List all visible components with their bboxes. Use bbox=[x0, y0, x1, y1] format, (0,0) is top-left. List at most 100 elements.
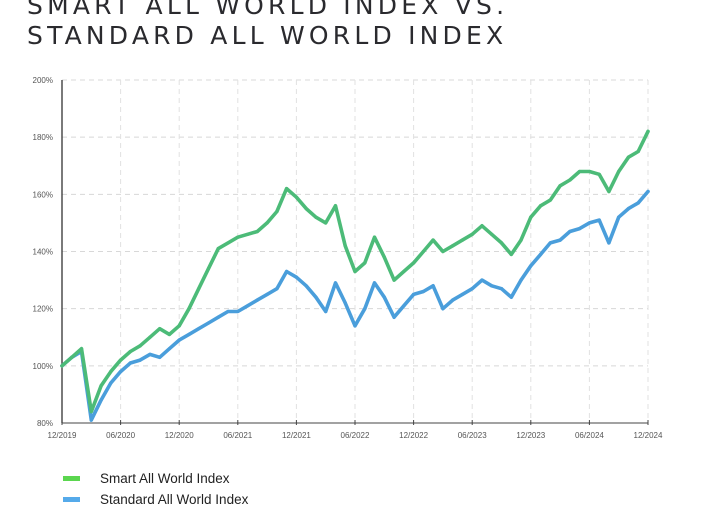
data-point bbox=[275, 209, 279, 214]
data-point bbox=[245, 232, 250, 236]
data-point bbox=[294, 275, 298, 279]
data-point bbox=[587, 169, 592, 174]
data-point bbox=[304, 284, 308, 288]
x-tick-label: 12/2022 bbox=[399, 431, 428, 440]
data-point bbox=[285, 269, 289, 274]
data-point bbox=[265, 292, 269, 296]
y-tick-label: 180% bbox=[33, 133, 53, 142]
data-point bbox=[617, 169, 621, 174]
data-point bbox=[60, 364, 64, 368]
data-point bbox=[245, 304, 250, 308]
x-tick-label: 06/2022 bbox=[341, 431, 370, 440]
data-point bbox=[343, 301, 347, 305]
data-point bbox=[529, 215, 533, 219]
chart-title: SMART ALL WORLD INDEX VS. STANDARD ALL W… bbox=[27, 0, 508, 51]
data-point bbox=[167, 347, 172, 351]
data-point bbox=[490, 284, 494, 288]
y-tick-label: 80% bbox=[37, 419, 53, 428]
data-point bbox=[470, 232, 474, 236]
data-point bbox=[480, 224, 484, 228]
data-point bbox=[490, 232, 494, 236]
data-point bbox=[148, 352, 152, 356]
data-point bbox=[519, 238, 523, 242]
data-point bbox=[99, 384, 103, 388]
data-point bbox=[597, 172, 601, 176]
data-point bbox=[568, 178, 572, 182]
data-point bbox=[236, 309, 240, 314]
data-point bbox=[441, 249, 445, 254]
data-point bbox=[538, 252, 543, 256]
data-point bbox=[382, 295, 386, 299]
data-point bbox=[646, 129, 650, 134]
data-point bbox=[187, 307, 191, 311]
data-point bbox=[197, 327, 201, 331]
data-point bbox=[480, 278, 484, 282]
data-point bbox=[89, 409, 93, 414]
data-point bbox=[128, 361, 132, 365]
legend-item-standard: Standard All World Index bbox=[63, 489, 248, 510]
y-tick-label: 160% bbox=[33, 190, 53, 199]
data-point bbox=[343, 244, 347, 248]
data-point bbox=[89, 418, 93, 422]
data-point bbox=[509, 252, 513, 256]
legend-label-standard: Standard All World Index bbox=[100, 492, 249, 507]
data-point bbox=[617, 215, 621, 219]
data-point bbox=[177, 324, 181, 328]
data-point bbox=[402, 269, 406, 274]
data-point bbox=[558, 238, 562, 242]
data-point bbox=[206, 267, 211, 271]
data-point bbox=[158, 327, 162, 331]
data-point bbox=[79, 347, 84, 351]
data-point bbox=[255, 229, 259, 234]
x-tick-label: 12/2021 bbox=[282, 431, 311, 440]
x-tick-label: 12/2023 bbox=[516, 431, 545, 440]
data-point bbox=[372, 235, 377, 239]
data-point bbox=[402, 304, 406, 308]
data-point bbox=[558, 184, 562, 188]
data-point bbox=[607, 189, 611, 194]
data-point bbox=[587, 221, 592, 225]
data-point bbox=[324, 309, 328, 314]
data-point bbox=[509, 295, 513, 299]
data-point bbox=[421, 289, 425, 294]
data-point bbox=[636, 201, 640, 205]
data-point bbox=[636, 149, 640, 154]
x-tick-label: 12/2020 bbox=[165, 431, 194, 440]
data-point bbox=[353, 269, 357, 274]
data-point bbox=[226, 241, 230, 245]
data-point bbox=[363, 307, 367, 311]
y-tick-label: 120% bbox=[33, 305, 53, 314]
data-point bbox=[382, 255, 386, 259]
x-tick-label: 06/2024 bbox=[575, 431, 604, 440]
x-tick-label: 06/2023 bbox=[458, 431, 487, 440]
data-point bbox=[412, 292, 416, 296]
data-point bbox=[314, 295, 318, 299]
data-point bbox=[314, 215, 318, 219]
legend-item-smart: Smart All World Index bbox=[63, 468, 248, 489]
data-point bbox=[431, 238, 435, 242]
data-point bbox=[353, 324, 357, 328]
data-point bbox=[441, 307, 445, 311]
data-point bbox=[626, 207, 631, 211]
data-point bbox=[421, 249, 425, 254]
data-point bbox=[333, 281, 338, 285]
data-point bbox=[285, 187, 289, 191]
data-point bbox=[451, 298, 455, 302]
legend-label-smart: Smart All World Index bbox=[100, 471, 230, 486]
chart-title-line-2: STANDARD ALL WORLD INDEX bbox=[27, 21, 508, 50]
data-point bbox=[538, 204, 543, 208]
data-point bbox=[109, 369, 113, 374]
data-point bbox=[226, 309, 230, 314]
data-point bbox=[324, 221, 328, 225]
data-point bbox=[372, 281, 377, 285]
data-point bbox=[548, 241, 552, 245]
data-point bbox=[265, 221, 269, 225]
data-point bbox=[236, 235, 240, 239]
data-point bbox=[197, 287, 201, 291]
data-point bbox=[333, 204, 338, 208]
data-point bbox=[626, 155, 631, 159]
data-point bbox=[412, 261, 416, 265]
data-point bbox=[578, 169, 582, 174]
data-point bbox=[70, 355, 74, 359]
